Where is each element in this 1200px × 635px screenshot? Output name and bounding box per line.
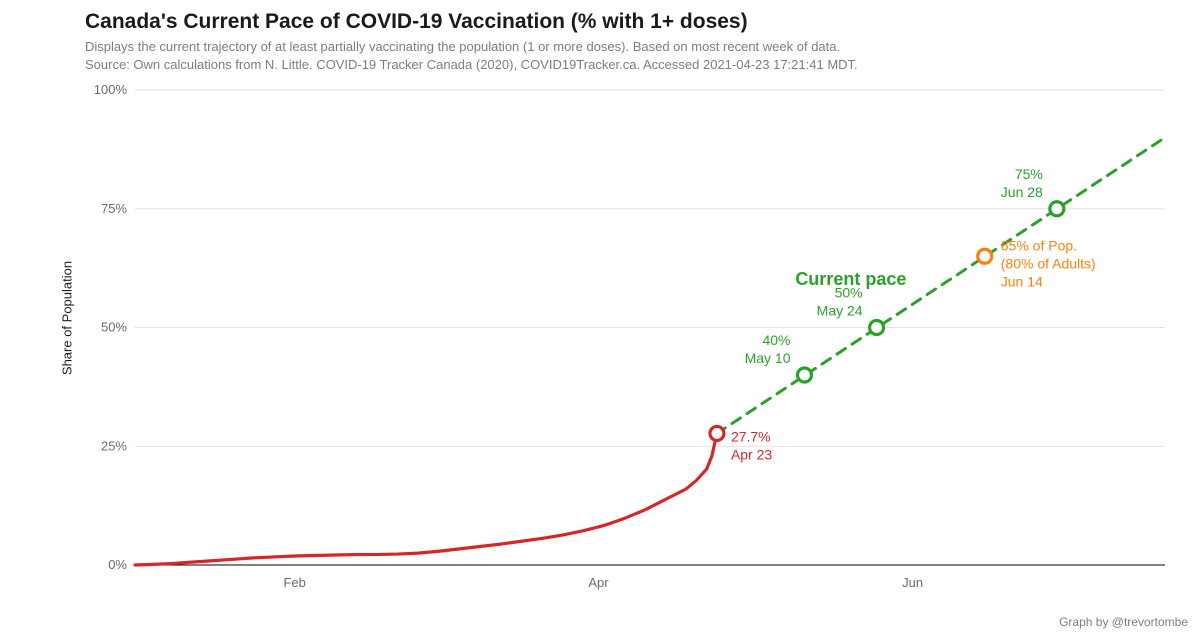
svg-text:0%: 0% [108, 557, 127, 572]
chart-container: Canada's Current Pace of COVID-19 Vaccin… [0, 0, 1200, 635]
chart-subtitle: Displays the current trajectory of at le… [85, 38, 858, 73]
y-axis-label: Share of Population [60, 260, 75, 374]
svg-text:100%: 100% [94, 82, 128, 97]
svg-text:65% of Pop.(80% of Adults)Jun: 65% of Pop.(80% of Adults)Jun 14 [1001, 237, 1096, 289]
svg-text:27.7%Apr 23: 27.7%Apr 23 [731, 428, 772, 462]
x-ticks: Feb Apr Jun [283, 575, 923, 590]
gridlines [135, 90, 1165, 565]
svg-text:40%May 10: 40%May 10 [745, 332, 791, 366]
actual-line [135, 433, 717, 565]
svg-text:Apr: Apr [588, 575, 609, 590]
current-pace-label: Current pace [795, 269, 906, 289]
svg-text:50%May 24: 50%May 24 [817, 285, 863, 319]
svg-text:75%: 75% [101, 201, 127, 216]
credit-label: Graph by @trevortombe [1059, 615, 1188, 629]
svg-text:25%: 25% [101, 438, 127, 453]
chart-title: Canada's Current Pace of COVID-19 Vaccin… [85, 10, 748, 34]
y-ticks: 0% 25% 50% 75% 100% [94, 82, 128, 572]
projection-line [717, 138, 1165, 434]
svg-text:75%Jun 28: 75%Jun 28 [1001, 166, 1043, 200]
plot-area: 0% 25% 50% 75% 100% Feb Apr Jun 27.7%Apr 23 40%… [85, 80, 1175, 600]
annotations: 27.7%Apr 23 40%May 10 50%May 24 65% of Pop.… [731, 166, 1096, 463]
svg-text:Jun: Jun [902, 575, 923, 590]
svg-text:Feb: Feb [283, 575, 305, 590]
svg-text:50%: 50% [101, 320, 127, 335]
